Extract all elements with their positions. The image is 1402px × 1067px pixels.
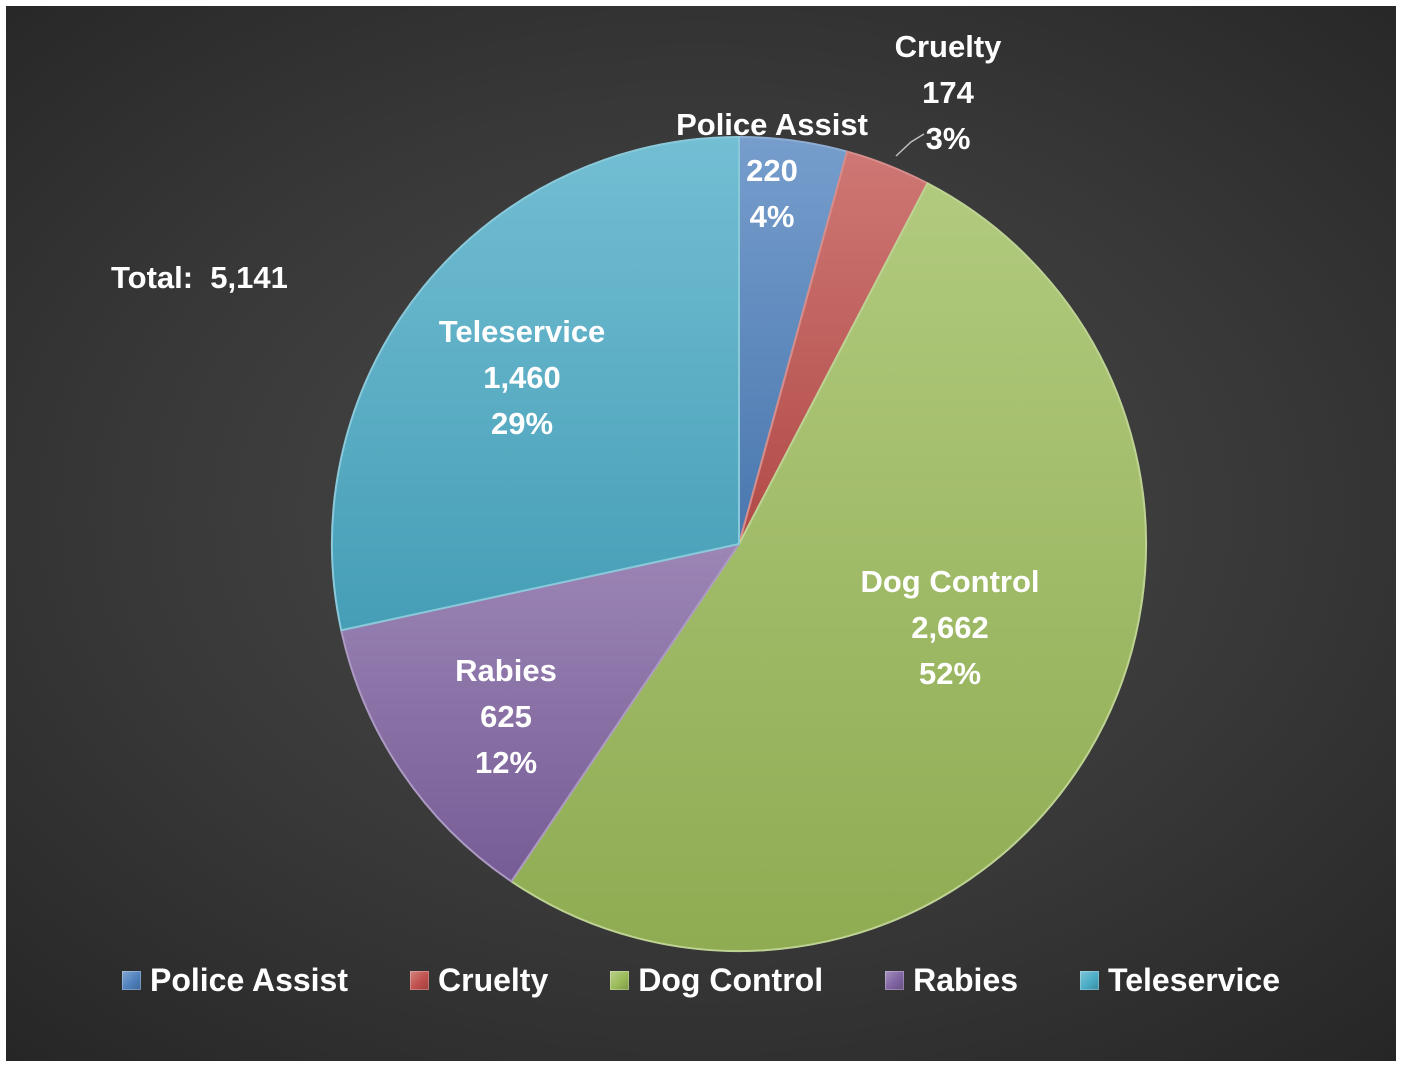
legend-item-rabies: Rabies xyxy=(885,962,1018,999)
pie-slice-rabies xyxy=(340,543,740,883)
legend-item-dog-control: Dog Control xyxy=(610,962,823,999)
data-label-cruelty-value: 174 xyxy=(922,75,974,110)
data-label-dog-control-value: 2,662 xyxy=(911,610,989,645)
legend-swatch-dog-control xyxy=(610,971,630,990)
data-label-teleservice-name: Teleservice xyxy=(439,314,606,349)
data-label-rabies-percent: 12% xyxy=(475,745,537,780)
legend-label-cruelty: Cruelty xyxy=(438,962,549,998)
legend-label-teleservice: Teleservice xyxy=(1108,962,1281,998)
legend-item-police-assist: Police Assist xyxy=(121,962,348,999)
data-label-police-assist-value: 220 xyxy=(746,153,798,188)
data-label-rabies-value: 625 xyxy=(480,699,532,734)
legend-label-rabies: Rabies xyxy=(913,962,1019,998)
legend-swatch-cruelty xyxy=(410,971,429,990)
data-label-police-assist-percent: 4% xyxy=(750,199,795,234)
legend-swatch-police-assist xyxy=(121,971,141,990)
legend-swatch-teleservice xyxy=(1080,971,1100,990)
data-label-dog-control-percent: 52% xyxy=(919,656,981,691)
legend-item-cruelty: Cruelty xyxy=(410,962,548,999)
legend-swatch-rabies xyxy=(885,971,905,990)
data-label-teleservice-value: 1,460 xyxy=(483,360,561,395)
data-label-dog-control-name: Dog Control xyxy=(860,564,1039,599)
pie-slice-dog-control xyxy=(510,182,1147,952)
data-label-teleservice-percent: 29% xyxy=(491,406,553,441)
data-label-cruelty-name: Cruelty xyxy=(895,29,1003,64)
data-label-cruelty-percent: 3% xyxy=(926,121,971,156)
total-label: Total: 5,141 xyxy=(111,260,288,295)
pie-slice-teleservice xyxy=(331,136,740,632)
legend-label-police-assist: Police Assist xyxy=(149,962,348,998)
leader-line-cruelty xyxy=(895,133,925,157)
data-label-police-assist-name: Police Assist xyxy=(676,107,868,142)
pie-chart: Police Assist 220 4% Cruelty 174 3% Dog Contro… xyxy=(331,29,1147,952)
chart-area: Police Assist 220 4% Cruelty 174 3% Dog Contro… xyxy=(6,6,1396,1061)
legend-label-dog-control: Dog Control xyxy=(638,962,824,998)
data-label-rabies-name: Rabies xyxy=(455,653,557,688)
legend: Police Assist Cruelty Dog Control Rabies Tel… xyxy=(6,962,1396,999)
legend-item-teleservice: Teleservice xyxy=(1080,962,1280,999)
